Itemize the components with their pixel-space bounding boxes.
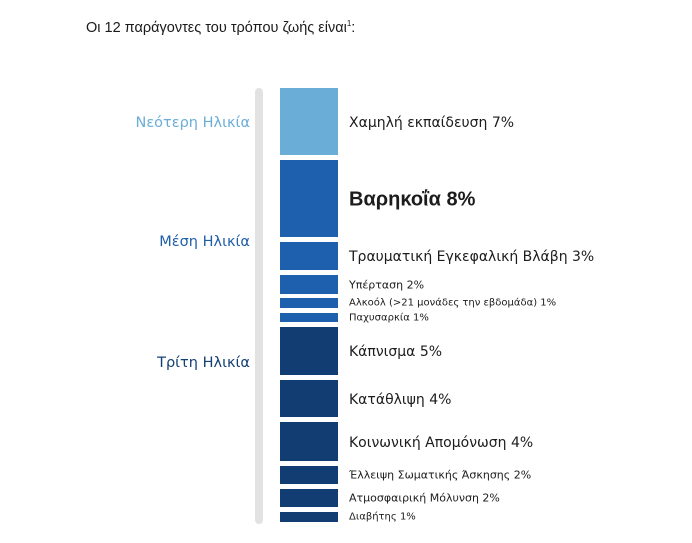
stage-label-older: Τρίτη Ηλικία — [157, 355, 250, 371]
bar-segment — [280, 298, 338, 308]
factor-label: Κάπνισμα 5% — [349, 344, 443, 360]
factor-label: Κατάθλιψη 4% — [349, 391, 452, 408]
factor-label: Τραυματική Εγκεφαλική Βλάβη 3% — [349, 249, 595, 265]
bar-segment — [280, 327, 338, 375]
bar-segment — [280, 466, 338, 484]
bar-segment — [280, 489, 338, 507]
bar-segment — [280, 313, 338, 322]
factor-label: Χαμηλή εκπαίδευση 7% — [349, 114, 515, 131]
bar-segment — [280, 160, 338, 237]
age-timeline-rail — [255, 88, 263, 524]
bar-segment — [280, 242, 338, 270]
chart-title: Οι 12 παράγοντες του τρόπου ζωής είναι1: — [86, 19, 356, 36]
factor-label: Βαρηκοΐα 8% — [349, 188, 476, 210]
stage-label-younger: Νεότερη Ηλικία — [135, 115, 250, 131]
factor-label: Υπέρταση 2% — [349, 278, 425, 291]
bar-segment — [280, 380, 338, 417]
factor-label: Ατμοσφαιρική Μόλυνση 2% — [349, 491, 500, 505]
stage-label-middle: Μέση Ηλικία — [159, 234, 250, 250]
footnote-marker: 1 — [346, 19, 352, 29]
bar-segment — [280, 88, 338, 155]
factor-label: Παχυσαρκία 1% — [349, 312, 429, 323]
bar-segment — [280, 512, 338, 522]
factor-label: Διαβήτης 1% — [349, 511, 416, 523]
bar-segment — [280, 275, 338, 294]
bar-segment — [280, 422, 338, 461]
factor-label: Αλκοόλ (>21 μονάδες την εβδομάδα) 1% — [349, 297, 557, 309]
factor-label: Έλλειψη Σωματικής Άσκησης 2% — [349, 468, 532, 482]
factor-label: Κοινωνική Απομόνωση 4% — [349, 434, 534, 451]
